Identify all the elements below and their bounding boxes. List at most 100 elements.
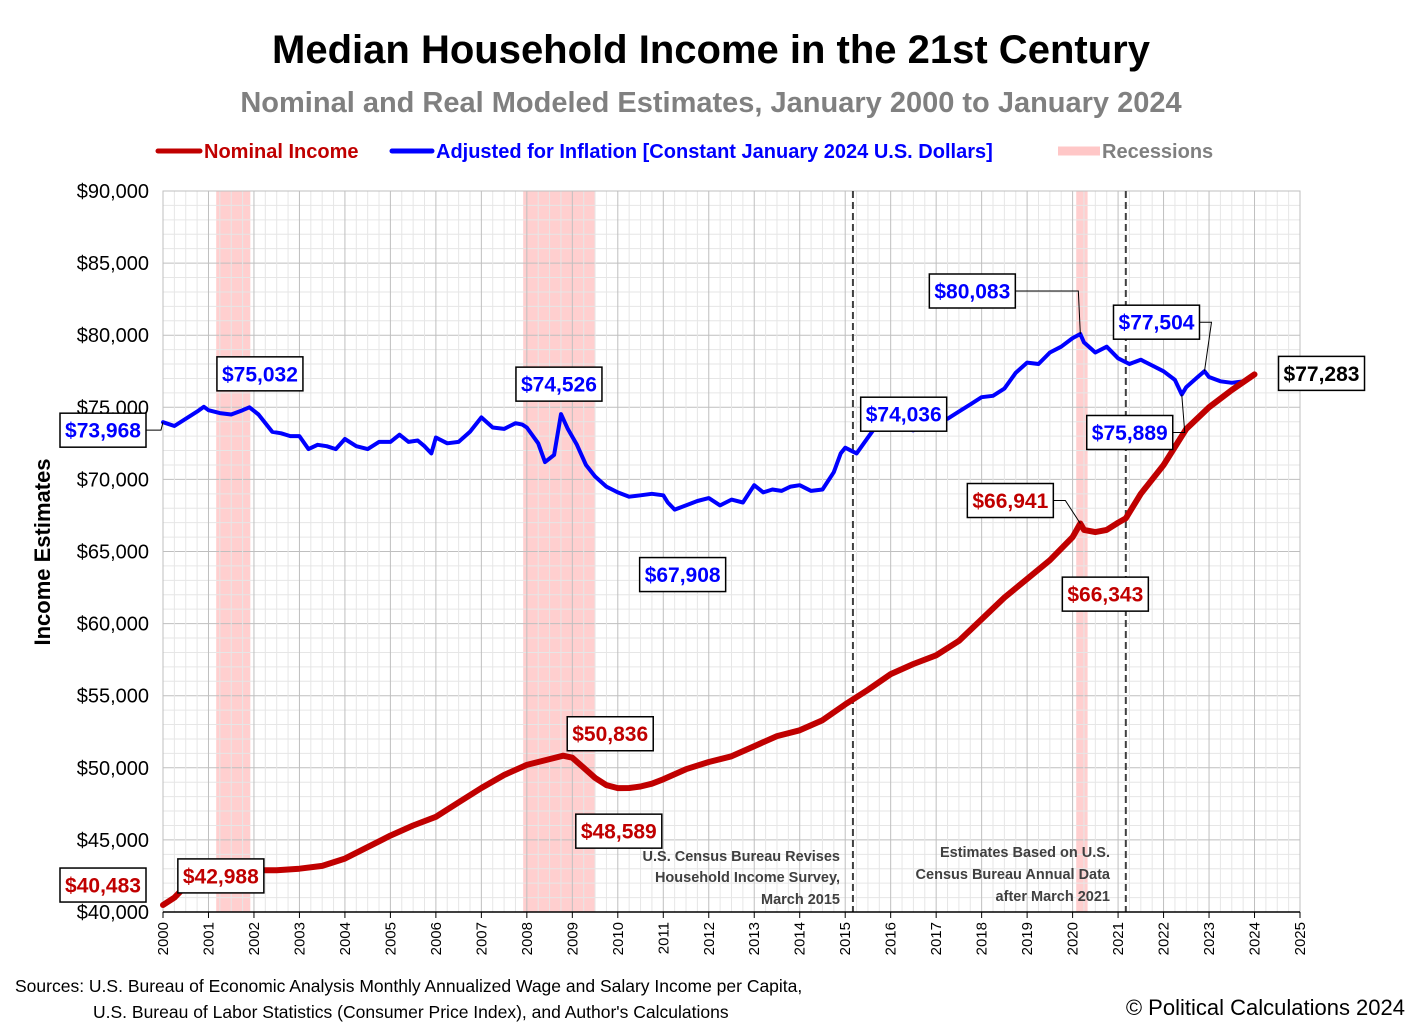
- x-tick-label: 2009: [564, 922, 581, 955]
- callout-leader: [146, 422, 164, 431]
- annual-data-note-line1: Estimates Based on U.S.: [940, 845, 1110, 861]
- callout-nominal: $48,589: [575, 813, 663, 849]
- callout-label: $67,908: [645, 564, 721, 587]
- legend: Nominal Income Adjusted for Inflation [C…: [155, 141, 1213, 163]
- callout-label: $50,836: [572, 723, 648, 746]
- callout-box: [1112, 304, 1201, 340]
- reference-notes: U.S. Census Bureau Revises Household Inc…: [643, 845, 1111, 908]
- callout-box: [216, 356, 304, 392]
- x-tick-label: 2008: [519, 922, 536, 955]
- y-tick-label: $50,000: [77, 758, 149, 780]
- x-tick-label: 2021: [1110, 922, 1127, 955]
- x-tick-label: 2024: [1247, 922, 1264, 955]
- callout-box: [59, 867, 147, 903]
- x-tick-label: 2020: [1065, 922, 1082, 955]
- callout-real: $73,968: [59, 412, 164, 448]
- callout-label: $77,504: [1119, 312, 1195, 335]
- x-tick-label: 2018: [974, 922, 991, 955]
- callout-label: $80,083: [934, 281, 1010, 304]
- callout-box: [1061, 576, 1150, 612]
- x-tick-label: 2025: [1292, 922, 1309, 955]
- y-tick-label: $40,000: [77, 902, 149, 924]
- callout-real: $74,526: [515, 366, 603, 402]
- callout-label: $77,283: [1284, 363, 1360, 386]
- callout-box: [928, 273, 1017, 309]
- callout-box: [566, 715, 654, 752]
- x-tick-label: 2011: [655, 922, 672, 954]
- callout-box: [638, 556, 727, 593]
- callout-label: $48,589: [581, 821, 657, 844]
- reference-lines: [851, 191, 1127, 912]
- y-tick-label: $70,000: [77, 469, 149, 491]
- y-axis-label: Income Estimates: [30, 458, 55, 645]
- x-tick-label: 2010: [610, 922, 627, 955]
- x-tick-label: 2016: [883, 922, 900, 955]
- callout-box: [859, 396, 948, 432]
- callout-leader: [1015, 290, 1081, 335]
- callout-nominal: $66,343: [1061, 576, 1150, 612]
- callout-label: $66,343: [1067, 584, 1143, 607]
- x-tick-label: 2012: [701, 922, 718, 955]
- annual-data-note-line2: Census Bureau Annual Data: [916, 867, 1111, 883]
- y-tick-label: $60,000: [77, 614, 149, 636]
- legend-label-real: Adjusted for Inflation [Constant January…: [436, 141, 993, 163]
- callout-leader: [1053, 500, 1081, 524]
- series-line-real: [161, 332, 1257, 512]
- callout-box: [177, 858, 265, 894]
- callout-box: [515, 366, 603, 402]
- y-axis-ticks: $40,000 $45,000 $50,000 $55,000 $60,000 $65,0…: [77, 181, 149, 924]
- x-tick-label: 2000: [155, 922, 172, 955]
- x-tick-label: 2013: [746, 922, 763, 955]
- callout-real: $77,504: [1112, 304, 1213, 372]
- x-tick-label: 2017: [928, 922, 945, 955]
- callout-real: $80,083: [928, 273, 1081, 335]
- census-revision-note-line2: Household Income Survey,: [655, 870, 840, 886]
- callouts: $73,968 $75,032 $74,526 $67,908 $74,036 $80,0…: [59, 273, 1366, 903]
- callout-label: $42,988: [183, 865, 259, 888]
- callout-label: $74,036: [866, 404, 942, 427]
- callout-box: [966, 482, 1055, 519]
- sources-line2: U.S. Bureau of Labor Statistics (Consume…: [93, 1002, 729, 1022]
- callout-leader: [1199, 321, 1213, 372]
- census-revision-note-line1: U.S. Census Bureau Revises: [643, 849, 840, 865]
- callout-label: $40,483: [65, 875, 141, 898]
- callout-box: [575, 813, 663, 849]
- x-tick-label: 2007: [473, 922, 490, 955]
- copyright: © Political Calculations 2024: [1126, 995, 1405, 1020]
- callout-label: $73,968: [65, 420, 141, 443]
- callout-real: $67,908: [638, 556, 727, 593]
- x-tick-label: 2014: [792, 922, 809, 955]
- y-tick-label: $55,000: [77, 686, 149, 708]
- callout-leader: [1172, 394, 1186, 433]
- y-tick-label: $45,000: [77, 830, 149, 852]
- x-tick-label: 2002: [246, 922, 263, 955]
- x-tick-label: 2015: [837, 922, 854, 955]
- x-tick-label: 2006: [428, 922, 445, 955]
- callout-real: $75,889: [1086, 394, 1186, 451]
- callout-real: $74,036: [859, 396, 948, 432]
- annual-data-note-line3: after March 2021: [996, 889, 1110, 905]
- x-tick-label: 2022: [1156, 922, 1173, 955]
- x-tick-label: 2005: [382, 922, 399, 955]
- x-axis-ticks: 2000 2001 2002 2003 2004 2005 2006 2007 2008 2009…: [155, 912, 1309, 955]
- callout-box: [1086, 414, 1174, 451]
- x-tick-label: 2023: [1201, 922, 1218, 955]
- x-tick-label: 2003: [291, 922, 308, 955]
- legend-label-recession: Recessions: [1102, 141, 1213, 163]
- sources-line1: Sources: U.S. Bureau of Economic Analysi…: [15, 976, 802, 996]
- series-line-nominal: [160, 371, 1258, 908]
- callout-nominal: $40,483: [59, 867, 147, 903]
- callout-label: $75,889: [1092, 422, 1168, 445]
- census-revision-note-line3: March 2015: [761, 892, 840, 908]
- callout-box: [1277, 355, 1366, 392]
- callout-latest: $77,283: [1277, 355, 1366, 392]
- gridlines: [162, 190, 1301, 913]
- callout-label: $66,941: [972, 490, 1048, 513]
- chart-subtitle: Nominal and Real Modeled Estimates, Janu…: [240, 87, 1181, 119]
- callout-nominal: $50,836: [566, 715, 654, 752]
- y-tick-label: $65,000: [77, 542, 149, 564]
- x-tick-label: 2001: [200, 922, 217, 955]
- legend-label-nominal: Nominal Income: [204, 141, 358, 163]
- callout-label: $75,032: [222, 363, 298, 386]
